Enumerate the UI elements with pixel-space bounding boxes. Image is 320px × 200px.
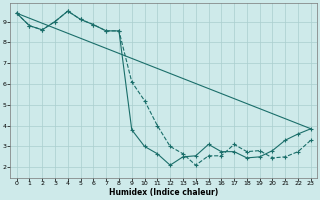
X-axis label: Humidex (Indice chaleur): Humidex (Indice chaleur) xyxy=(109,188,218,197)
